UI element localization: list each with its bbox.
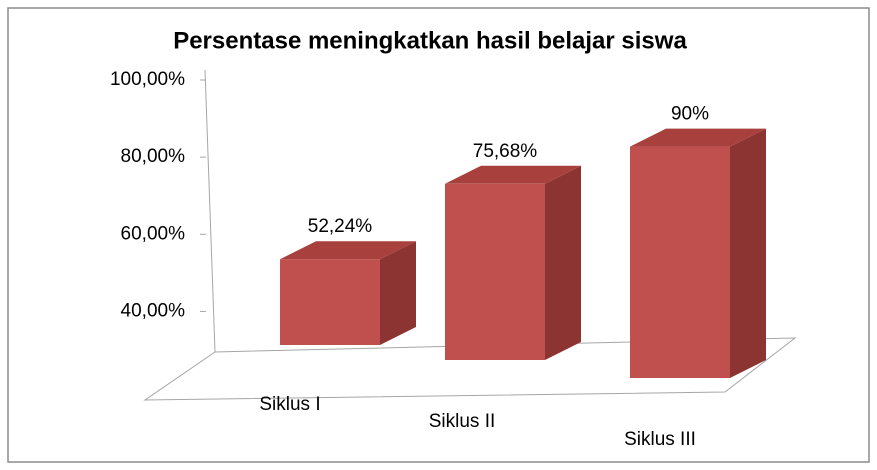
bar [630,146,730,378]
bar-top [630,128,766,147]
y-axis [204,69,216,353]
floor [143,337,797,401]
y-tick-label: 40,00% [121,300,186,321]
bar-top [445,165,581,184]
bar [445,183,545,360]
value-label: 75,68% [473,141,538,162]
chart-title: Persentase meningkatkan hasil belajar si… [173,27,687,54]
x-tick-label: Siklus III [624,429,696,450]
bar-side [545,165,581,360]
y-tick-label: 100,00% [110,69,185,90]
y-tick-label: 60,00% [121,223,186,244]
value-label: 52,24% [308,216,373,237]
bar-side [730,128,766,378]
bar-top [280,241,416,260]
y-tick-label: 80,00% [121,146,186,167]
bar [280,259,380,345]
x-tick-label: Siklus II [429,411,496,432]
x-tick-label: Siklus I [259,394,320,415]
bar-side [380,241,416,345]
value-label: 90% [671,104,709,125]
